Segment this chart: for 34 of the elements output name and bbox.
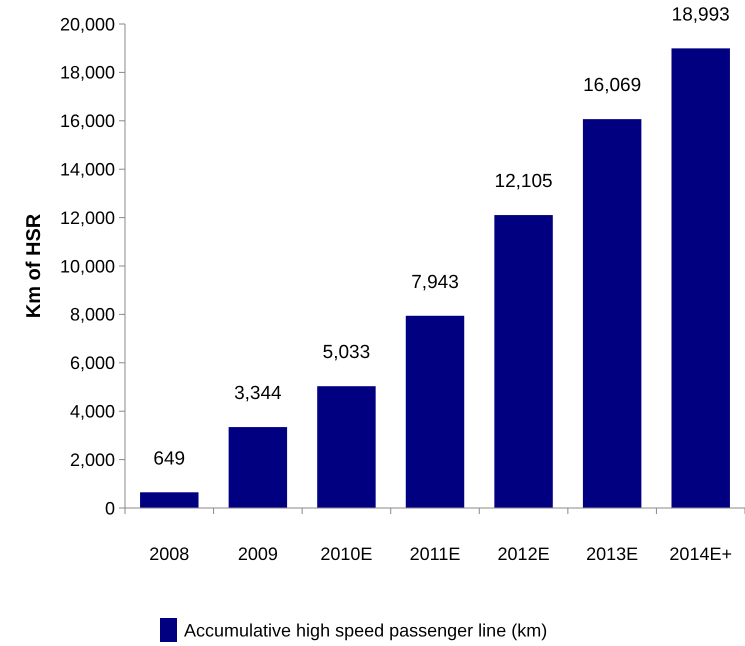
x-tick-label: 2014E+ bbox=[669, 544, 732, 564]
x-tick-label: 2010E bbox=[320, 544, 372, 564]
x-tick-label: 2011E bbox=[410, 544, 460, 564]
data-label: 7,943 bbox=[411, 272, 459, 293]
x-tick-label: 2009 bbox=[238, 544, 278, 564]
bar bbox=[406, 316, 464, 508]
x-tick-label: 2013E bbox=[586, 544, 638, 564]
y-tick-label: 18,000 bbox=[60, 62, 115, 83]
data-label: 16,069 bbox=[583, 75, 642, 96]
bar bbox=[317, 386, 376, 508]
data-label: 5,033 bbox=[322, 342, 370, 364]
legend-label: Accumulative high speed passenger line (km) bbox=[184, 620, 548, 640]
y-tick-label: 12,000 bbox=[60, 208, 115, 228]
bar bbox=[582, 119, 642, 508]
y-tick-label: 0 bbox=[104, 498, 115, 518]
y-axis-title: Km of HSR bbox=[23, 213, 45, 318]
data-label: 12,105 bbox=[494, 171, 553, 192]
y-tick-label: 2,000 bbox=[70, 450, 115, 470]
x-tick-label: 2008 bbox=[149, 544, 190, 564]
y-tick-label: 4,000 bbox=[70, 402, 115, 422]
y-tick-label: 10,000 bbox=[60, 256, 115, 276]
data-label: 649 bbox=[153, 448, 186, 470]
data-label: 3,344 bbox=[234, 383, 282, 404]
y-tick-label: 6,000 bbox=[70, 353, 115, 374]
y-tick-label: 8,000 bbox=[70, 304, 115, 325]
bar bbox=[140, 492, 199, 508]
data-label: 18,993 bbox=[672, 4, 730, 26]
bar bbox=[494, 215, 553, 508]
y-tick-label: 20,000 bbox=[60, 14, 115, 34]
y-tick-label: 16,000 bbox=[60, 111, 115, 132]
bar bbox=[671, 48, 730, 508]
bar bbox=[228, 427, 288, 508]
x-tick-label: 2012E bbox=[498, 544, 550, 564]
y-tick-label: 14,000 bbox=[60, 160, 115, 180]
